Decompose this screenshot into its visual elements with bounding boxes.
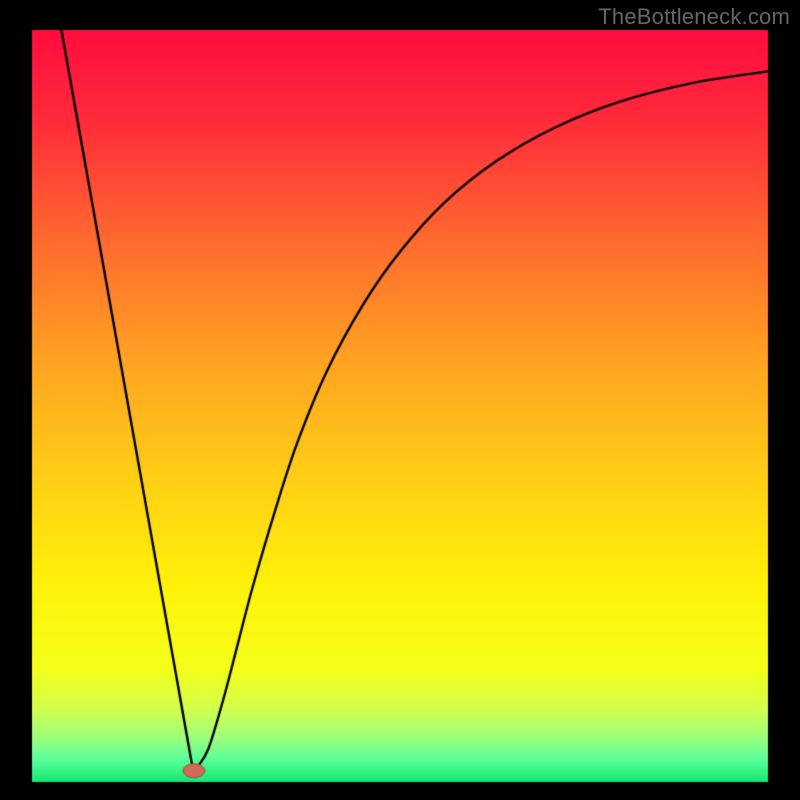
bottleneck-chart-canvas <box>0 0 800 800</box>
chart-container: TheBottleneck.com <box>0 0 800 800</box>
watermark-text: TheBottleneck.com <box>598 4 790 30</box>
